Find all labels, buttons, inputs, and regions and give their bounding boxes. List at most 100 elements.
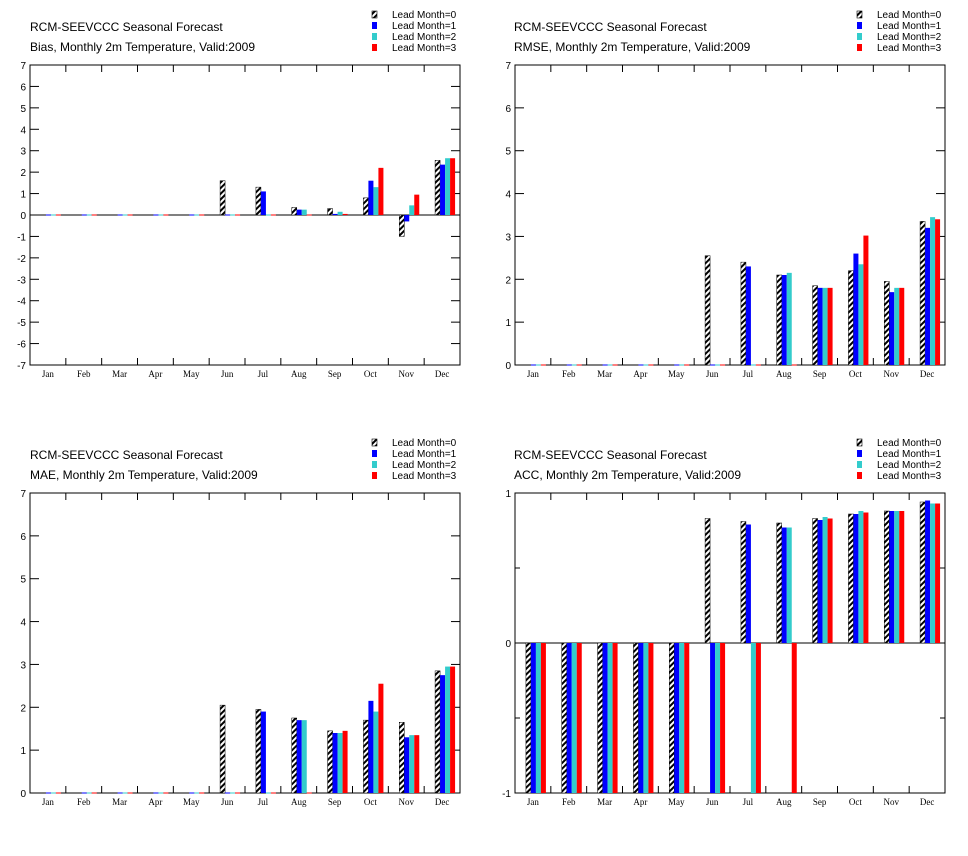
legend-swatch: [857, 472, 862, 479]
legend-swatch: [371, 10, 378, 19]
bar: [414, 735, 420, 793]
x-tick-label: Nov: [399, 369, 415, 379]
y-tick-label: 5: [505, 147, 511, 158]
x-tick-label: Jun: [706, 797, 719, 807]
bar: [919, 501, 926, 644]
bar: [858, 264, 864, 365]
y-tick-label: -2: [17, 254, 26, 265]
bar: [822, 287, 828, 365]
x-tick-label: Mar: [112, 797, 127, 807]
bar: [786, 527, 792, 643]
y-tick-label: 6: [20, 532, 26, 543]
bar: [786, 272, 792, 365]
bar: [602, 643, 608, 793]
plot-frame: [29, 492, 461, 794]
chart-panel-4: RCM-SEEVCCC Seasonal Forecast ACC, Monthl…: [502, 438, 946, 807]
legend-entry: Lead Month=0: [877, 438, 942, 449]
bar: [827, 518, 833, 643]
y-tick-label: 1: [20, 746, 26, 757]
x-tick-label: Mar: [112, 369, 127, 379]
x-tick-label: May: [183, 797, 200, 807]
y-tick-label: 2: [505, 275, 511, 286]
y-tick-label: -7: [17, 361, 26, 372]
bar: [704, 255, 711, 366]
bar: [827, 287, 833, 365]
bar: [327, 730, 333, 794]
bar: [260, 191, 266, 215]
y-tick-label: 2: [20, 168, 26, 179]
bar: [404, 737, 410, 793]
legend-swatch: [857, 461, 862, 468]
plot-frame: [514, 64, 946, 366]
y-tick-label: 6: [20, 82, 26, 93]
bar: [409, 735, 415, 793]
bar: [219, 704, 226, 794]
x-tick-label: Sep: [328, 369, 342, 379]
x-tick-label: Aug: [776, 369, 792, 379]
x-tick-label: May: [668, 797, 685, 807]
bar: [889, 511, 895, 643]
chart-title: RCM-SEEVCCC Seasonal Forecast: [30, 20, 223, 34]
bar: [899, 287, 905, 365]
x-tick-label: Oct: [849, 369, 862, 379]
bar: [776, 274, 782, 366]
y-tick-label: 0: [505, 361, 511, 372]
bar: [342, 213, 348, 215]
bar: [260, 711, 266, 793]
x-tick-label: Jan: [42, 797, 54, 807]
bar: [399, 214, 405, 237]
chart-subtitle: Bias, Monthly 2m Temperature, Valid:2009: [30, 40, 255, 54]
bar: [576, 643, 582, 793]
bar: [863, 512, 869, 643]
bar: [450, 666, 456, 793]
bar: [530, 643, 536, 793]
bar: [301, 209, 307, 215]
x-tick-label: Feb: [77, 797, 91, 807]
legend-swatch: [372, 33, 377, 40]
chart-panel-3: RCM-SEEVCCC Seasonal Forecast MAE, Monthl…: [20, 438, 461, 807]
legend-entry: Lead Month=2: [392, 32, 457, 43]
chart-panel-1: RCM-SEEVCCC Seasonal Forecast Bias, Month…: [17, 10, 461, 379]
bar: [740, 521, 747, 644]
bar: [750, 643, 756, 793]
bar: [935, 503, 941, 643]
x-tick-label: Oct: [364, 797, 377, 807]
bar: [884, 281, 890, 366]
bar: [535, 643, 541, 793]
bar: [755, 643, 761, 793]
chart-subtitle: ACC, Monthly 2m Temperature, Valid:2009: [514, 468, 741, 482]
y-tick-label: 3: [20, 147, 26, 158]
x-tick-label: Aug: [776, 797, 792, 807]
bar: [373, 187, 379, 215]
y-tick-label: 5: [20, 104, 26, 115]
x-tick-label: Sep: [813, 369, 827, 379]
x-tick-label: Dec: [435, 797, 450, 807]
chart-title: RCM-SEEVCCC Seasonal Forecast: [514, 448, 707, 462]
legend-entry: Lead Month=1: [392, 449, 457, 460]
bar: [894, 287, 900, 365]
x-tick-label: Nov: [399, 797, 415, 807]
x-tick-label: Aug: [291, 369, 307, 379]
y-tick-label: -4: [17, 297, 26, 308]
bar: [633, 642, 639, 794]
bar: [434, 160, 441, 216]
y-tick-label: 4: [505, 190, 511, 201]
bar: [445, 158, 451, 215]
x-tick-label: Dec: [920, 797, 935, 807]
bar: [296, 720, 302, 793]
legend-entry: Lead Month=2: [877, 460, 942, 471]
x-tick-label: Jan: [42, 369, 54, 379]
bar: [704, 518, 711, 644]
bar: [679, 643, 685, 793]
bar: [404, 215, 410, 222]
legend-entry: Lead Month=2: [392, 460, 457, 471]
bar: [894, 511, 900, 643]
y-tick-label: 2: [20, 703, 26, 714]
y-tick-label: 7: [20, 61, 26, 72]
bar: [378, 683, 384, 793]
legend-entry: Lead Month=0: [392, 10, 457, 21]
x-tick-label: Sep: [813, 797, 827, 807]
bar: [219, 180, 226, 216]
bar: [414, 194, 420, 215]
chart-subtitle: MAE, Monthly 2m Temperature, Valid:2009: [30, 468, 258, 482]
